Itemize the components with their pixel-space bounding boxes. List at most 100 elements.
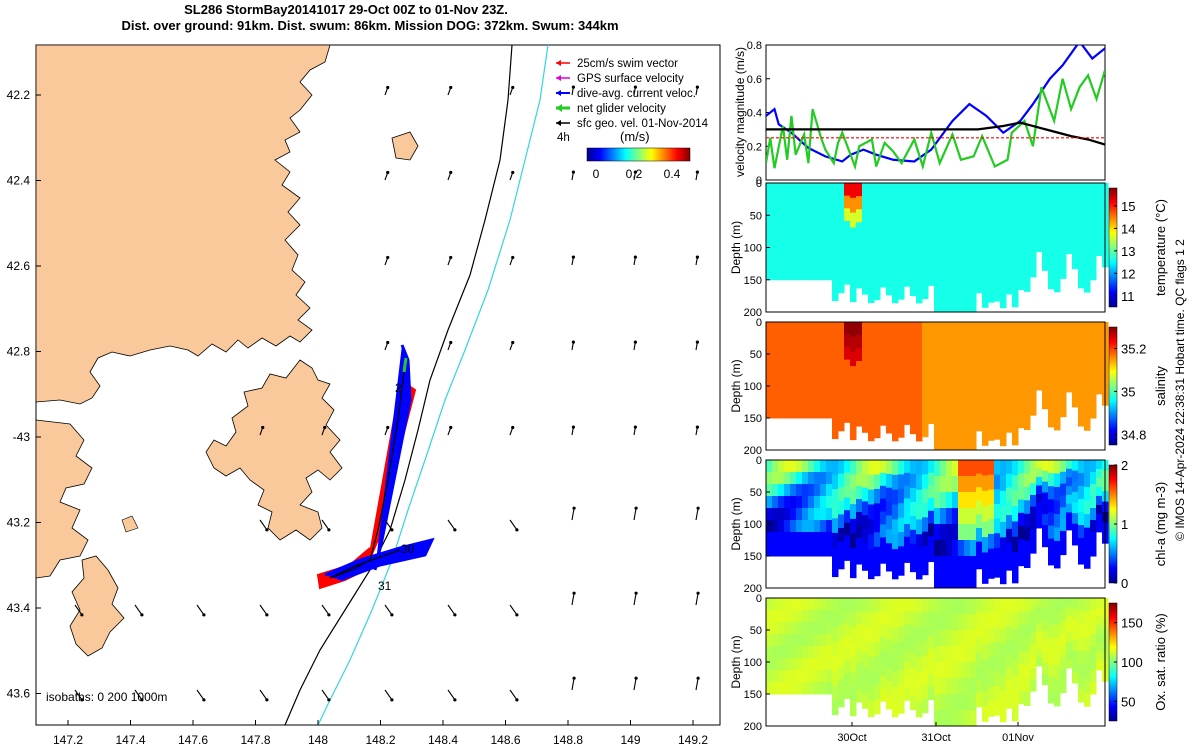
glider-track — [316, 344, 435, 590]
colorbar-title: (m/s) — [620, 129, 650, 144]
lat-tick-label: 42.2 — [7, 88, 31, 102]
geo-arrow-head — [386, 425, 390, 430]
geo-arrow — [384, 604, 393, 616]
geo-arrow — [447, 604, 456, 616]
geo-arrow-head — [327, 528, 331, 532]
velocity-ytick-label: 0.4 — [747, 108, 762, 120]
section-panel: 0 50 100 150 200 Depth (m) 34.8 35 35.2 salinity — [729, 317, 1168, 457]
geo-arrow — [74, 689, 83, 701]
geo-arrow-head — [634, 676, 638, 680]
section-colorbar — [1108, 326, 1118, 446]
geo-arrow-head — [571, 170, 575, 174]
lat-tick-label: -43 — [13, 430, 31, 444]
land-bruny — [69, 555, 125, 657]
depth-tick-label: 0 — [756, 317, 762, 329]
track-current-vectors — [324, 344, 435, 582]
map-legend: 25cm/s swim vector GPS surface velocity … — [556, 58, 709, 181]
colorbar-tick-label: 0 — [1121, 576, 1128, 591]
geo-arrow-head — [140, 613, 144, 617]
lon-tick-label: 148.4 — [428, 733, 458, 747]
geo-arrow-head — [633, 425, 637, 429]
geo-arrow-head — [202, 698, 206, 702]
depth-tick-label: 0 — [756, 455, 762, 467]
geo-arrow — [633, 678, 637, 691]
colorbar-tick-label: 100 — [1121, 655, 1143, 670]
depth-tick-label: 100 — [744, 519, 762, 531]
depth-tick-label: 200 — [744, 721, 762, 733]
velocity-ytick-label: 0 — [756, 175, 762, 187]
legend-label: dive-avg. current veloc. — [577, 88, 696, 100]
track-net-velocity — [402, 357, 408, 373]
colorbar-label: temperature (°C) — [1153, 199, 1168, 296]
velocity-series — [766, 121, 1105, 146]
geo-arrow-head — [695, 255, 699, 259]
geo-arrow-head — [696, 591, 700, 595]
depth-tick-label: 200 — [744, 583, 762, 595]
geo-arrow-head — [140, 698, 144, 702]
colorbar-tick-label: 150 — [1121, 616, 1143, 631]
depth-axis-label: Depth (m) — [729, 635, 743, 688]
geo-arrow — [384, 519, 393, 531]
chart-title-line1: SL286 StormBay20141017 29-Oct 00Z to 01-… — [184, 2, 508, 17]
geo-arrow — [384, 689, 393, 701]
legend-gps-velocity: GPS surface velocity — [556, 73, 684, 85]
geo-arrow — [633, 508, 637, 521]
lon-tick-label: 148.2 — [365, 733, 395, 747]
depth-tick-label: 50 — [750, 487, 762, 499]
geo-arrow-head — [386, 340, 390, 345]
geo-arrow-head — [386, 170, 390, 175]
isobaths-label: isobaths: 0 200 1000m — [46, 690, 167, 704]
date-tick-label: 01Nov — [1002, 732, 1034, 744]
geo-arrow-head — [390, 613, 394, 617]
geo-arrow-head — [633, 170, 637, 174]
colorbar-tick: 0.4 — [664, 167, 681, 181]
colorbar-tick-label: 15 — [1121, 199, 1135, 214]
geo-arrow-head — [265, 528, 269, 532]
geo-arrow — [509, 519, 518, 531]
geo-arrow-head — [265, 613, 269, 617]
geo-arrow — [259, 689, 268, 701]
colorbar-tick-label: 34.8 — [1121, 427, 1146, 442]
depth-axis-label: Depth (m) — [729, 221, 743, 274]
geo-arrow — [571, 508, 575, 521]
geo-arrow-head — [449, 425, 453, 430]
isobath-1000m — [317, 45, 549, 725]
colorbar-label: chl-a (mg m-3) — [1153, 482, 1168, 567]
lat-tick-label: 42.6 — [7, 259, 31, 273]
velocity-ytick-label: 0.2 — [747, 141, 762, 153]
geo-arrow-head — [695, 425, 699, 429]
colorbar-tick: 0.2 — [626, 167, 643, 181]
colorbar-tick-label: 2 — [1121, 458, 1128, 473]
depth-tick-label: 150 — [744, 413, 762, 425]
geo-arrow-head — [265, 698, 269, 702]
interval-label: 4h — [557, 132, 570, 144]
section-panel: 0 50 100 150 200 Depth (m) 0 1 2 chl-a (mg m-3) — [729, 455, 1168, 595]
lon-tick-label: 148 — [308, 733, 328, 747]
lon-tick-label: 148.8 — [553, 733, 583, 747]
geo-arrow-head — [572, 506, 576, 510]
depth-tick-label: 200 — [744, 307, 762, 319]
geo-arrow-head — [511, 340, 515, 345]
geo-arrow — [259, 604, 268, 616]
lat-tick-label: 43.2 — [7, 516, 31, 530]
geo-arrow-head — [511, 425, 515, 430]
geo-arrow — [259, 519, 268, 531]
section-panel: 0 50 100 150 200 Depth (m) 50 100 150 Ox. sat. ra… — [729, 593, 1168, 744]
legend-geo-velocity: sfc geo. vel. 01-Nov-2014 — [556, 118, 709, 130]
depth-tick-label: 50 — [750, 625, 762, 637]
date-tick-label: 30Oct — [837, 732, 866, 744]
lon-tick-label: 147.6 — [178, 733, 208, 747]
track-line — [329, 371, 405, 579]
isobath-200m — [284, 45, 513, 725]
geo-arrow — [321, 689, 330, 701]
geo-arrow — [134, 604, 143, 616]
velocity-ylabel: velocity magnitude (m/s) — [733, 47, 747, 177]
velocity-ytick-label: 0.6 — [747, 74, 762, 86]
land-tasmania — [36, 45, 331, 405]
legend-label: sfc geo. vel. 01-Nov-2014 — [577, 118, 709, 130]
colorbar-tick-label: 35 — [1121, 384, 1135, 399]
geo-arrow — [509, 604, 518, 616]
geo-arrow-head — [511, 255, 515, 260]
geo-arrow-head — [453, 528, 457, 532]
lon-tick-label: 147.8 — [240, 733, 270, 747]
